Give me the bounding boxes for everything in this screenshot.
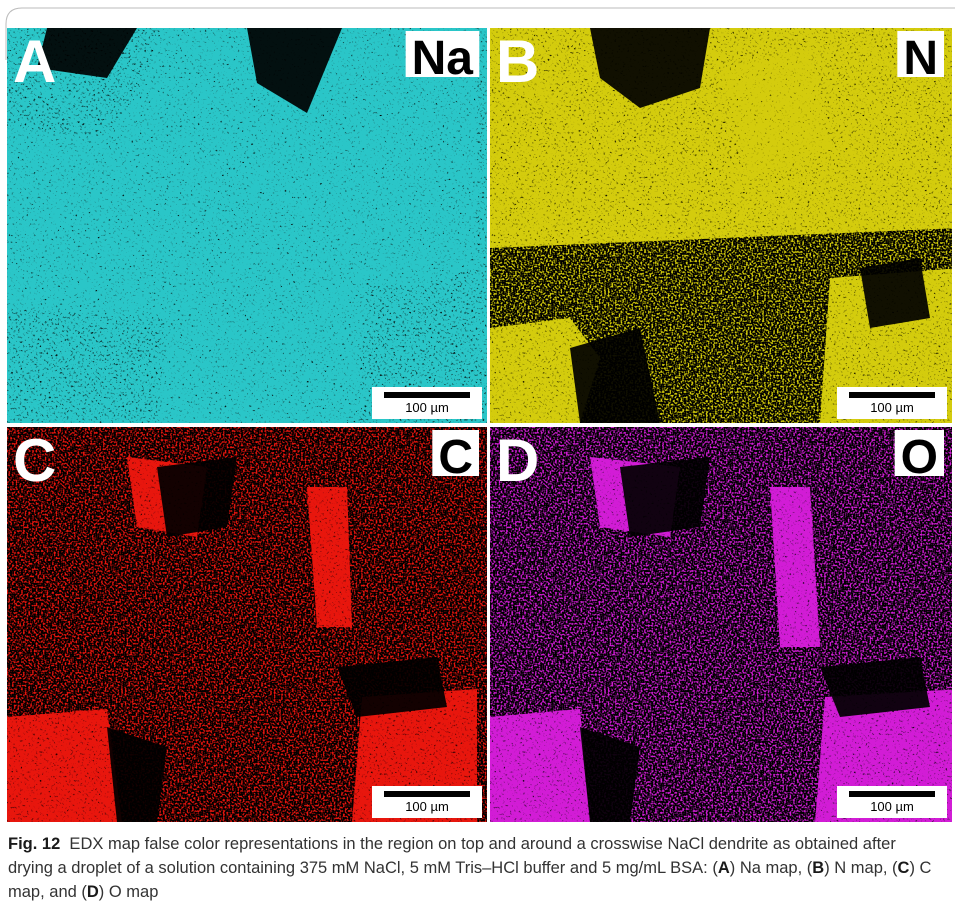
scale-label: 100 µm — [870, 400, 914, 415]
element-label: C — [438, 431, 473, 484]
caption-bold: Fig. 12 — [8, 835, 60, 853]
void-region — [620, 457, 710, 537]
edx-map — [7, 427, 487, 822]
panel-letter: B — [496, 28, 539, 95]
page: {"figure": { "panels": [ {"letter": "A",… — [0, 0, 955, 915]
scale-bar — [849, 392, 935, 398]
void-region — [157, 457, 237, 537]
scale-label: 100 µm — [405, 400, 449, 415]
panel: D O 100 µm — [490, 427, 955, 822]
edx-map — [490, 28, 955, 423]
caption-bold: D — [87, 883, 99, 901]
caption-bold: B — [812, 859, 824, 877]
caption-bold: C — [898, 859, 910, 877]
void-region — [337, 657, 447, 717]
scale-bar — [384, 392, 470, 398]
caption-text: ) O map — [99, 883, 159, 901]
edx-map — [7, 28, 487, 423]
element-label: O — [901, 431, 938, 484]
element-label: Na — [412, 32, 474, 85]
panel: A Na 100 µm — [7, 28, 487, 423]
caption-text: ) Na map, ( — [730, 859, 813, 877]
figure: A Na 100 µm B N 100 µm C C 100 µm D O 100 µm — [0, 0, 955, 830]
scale-label: 100 µm — [405, 799, 449, 814]
signal-region — [490, 28, 955, 248]
panel-letter: C — [13, 427, 56, 494]
scale-label: 100 µm — [870, 799, 914, 814]
panel-letter: A — [13, 28, 56, 95]
panel: B N 100 µm — [490, 28, 955, 423]
scale-bar — [849, 791, 935, 797]
element-label: N — [903, 32, 938, 85]
panel: C C 100 µm — [7, 427, 487, 822]
edx-map — [490, 427, 955, 822]
caption-bold: A — [718, 859, 730, 877]
panel-letter: D — [496, 427, 539, 494]
scale-bar — [384, 791, 470, 797]
signal-region — [490, 709, 590, 822]
caption: Fig. 12 EDX map false color representati… — [8, 832, 943, 904]
void-region — [820, 657, 930, 717]
caption-text: ) N map, ( — [824, 859, 897, 877]
void-region — [860, 258, 930, 328]
signal-region — [7, 709, 122, 822]
